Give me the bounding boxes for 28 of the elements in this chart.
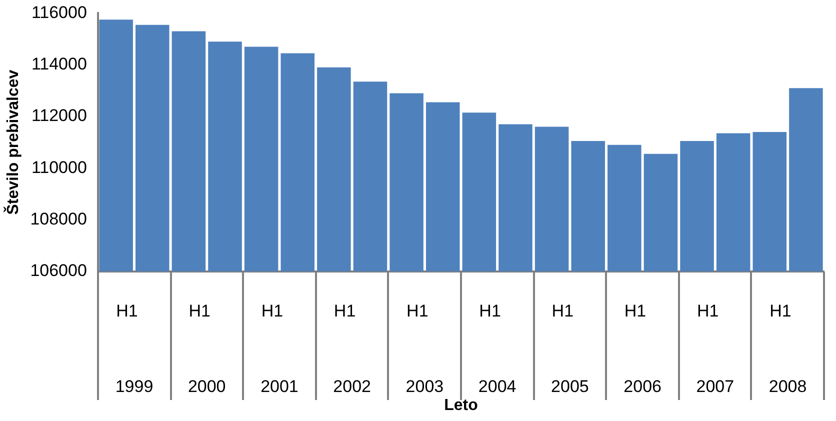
- x-tick-label: H1: [624, 301, 646, 320]
- y-tick-label: 112000: [31, 106, 87, 126]
- x-axis-title: Leto: [444, 396, 478, 414]
- text: 2000: [188, 377, 226, 396]
- text: 2001: [260, 377, 298, 396]
- x-tick-label: H1: [116, 301, 138, 320]
- y-tick-label: 108000: [30, 209, 87, 228]
- y-tick-label: 110000: [31, 158, 87, 177]
- y-tick-label: 116000: [31, 2, 87, 22]
- text: 2007: [696, 377, 734, 396]
- text: 2005: [551, 377, 589, 396]
- text: 2004: [478, 377, 516, 396]
- text: 2003: [406, 377, 444, 396]
- y-tick-label: 114000: [31, 54, 87, 74]
- text: 2008: [768, 377, 807, 396]
- text: 2002: [333, 377, 372, 396]
- x-tick-label: H1: [188, 301, 210, 320]
- x-tick-label: H1: [261, 301, 284, 320]
- x-tick-label: H1: [334, 301, 356, 320]
- text: 1999: [115, 377, 154, 396]
- y-tick-label: 106000: [30, 261, 87, 280]
- x-tick-label: H1: [552, 301, 574, 320]
- x-tick-label: H1: [479, 301, 501, 320]
- text: 2006: [624, 377, 662, 396]
- x-tick-label: H1: [770, 301, 792, 320]
- y-axis-title: Število prebivalcev: [3, 70, 22, 215]
- x-tick-label: H1: [697, 301, 719, 320]
- x-tick-label: H1: [406, 301, 428, 320]
